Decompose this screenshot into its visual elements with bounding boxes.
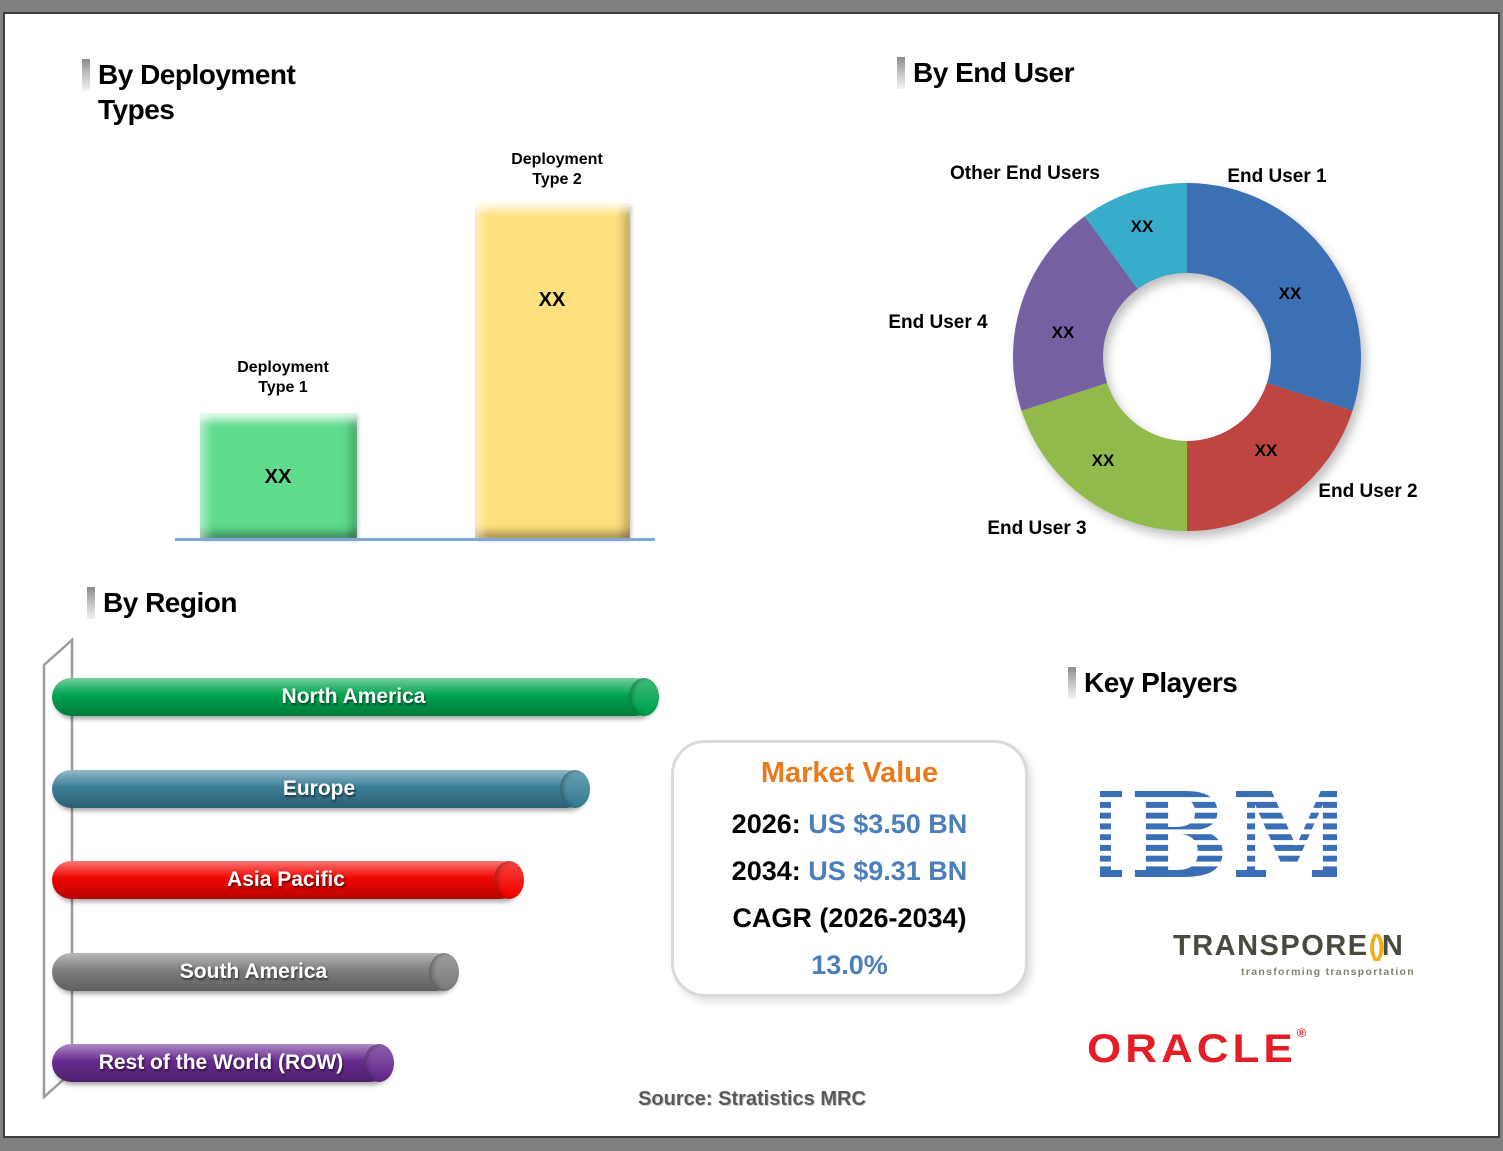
- market-value-2026-row: 2026: US $3.50 BN: [674, 801, 1025, 848]
- deployment-bar-2-value: XX: [538, 289, 566, 311]
- region-bar-europe: Europe: [52, 770, 590, 808]
- market-value-cagr-label: CAGR (2026-2034): [732, 903, 967, 933]
- transporeon-logo: TRANSPORE()N transforming transportation: [1173, 930, 1415, 978]
- market-value-2026-amount: US $3.50 BN: [808, 809, 968, 839]
- transporeon-text-right: N: [1381, 930, 1405, 962]
- region-bar-label: South America: [179, 960, 328, 983]
- transporeon-o-mark: (): [1368, 930, 1385, 962]
- transporeon-wordmark: TRANSPORE()N: [1173, 930, 1415, 963]
- heading-key-players-text: Key Players: [1084, 667, 1238, 698]
- ibm-stripe-gaps: [1100, 797, 1337, 867]
- region-bar-label: Rest of the World (ROW): [98, 1051, 344, 1074]
- heading-accent-bar: [1068, 667, 1076, 699]
- section-heading-region: By Region: [87, 585, 237, 620]
- market-value-2034-label: 2034:: [731, 856, 809, 886]
- donut-segment: [1187, 382, 1353, 531]
- heading-end-user-text: By End User: [913, 57, 1075, 88]
- oracle-wordmark: ORACLE: [1087, 1026, 1297, 1071]
- donut-segment: [1187, 183, 1361, 411]
- region-bar-rest-of-world: Rest of the World (ROW): [52, 1044, 394, 1082]
- transporeon-text-left: TRANSPORE: [1173, 930, 1369, 962]
- donut-label-end-user-3: End User 3: [987, 518, 1087, 539]
- oracle-registered-mark: ®: [1296, 1026, 1307, 1040]
- heading-region-text: By Region: [103, 587, 237, 618]
- deployment-bar-1: [200, 413, 357, 539]
- section-heading-end-user: By End User: [897, 55, 1075, 90]
- deployment-bar-2: [475, 203, 630, 539]
- donut-label-end-user-1: End User 1: [1227, 166, 1327, 187]
- deployment-bar-1-value: XX: [264, 466, 292, 488]
- region-bar-label: Asia Pacific: [227, 868, 345, 891]
- ibm-logo: IBM: [1100, 777, 1337, 880]
- region-bar-label: North America: [281, 685, 426, 708]
- donut-segment: [1013, 216, 1138, 411]
- market-value-2026-label: 2026:: [731, 809, 809, 839]
- market-value-rows: 2026: US $3.50 BN 2034: US $9.31 BN CAGR…: [674, 801, 1025, 989]
- donut-value-other-end-users: XX: [1130, 217, 1154, 236]
- source-attribution: Source: Stratistics MRC: [638, 1088, 866, 1110]
- end-user-donut-chart: [1013, 183, 1361, 531]
- market-value-cagr-value: 13.0%: [811, 950, 888, 980]
- donut-segment: [1084, 183, 1187, 290]
- bar-category-label-2: Deployment Type 2: [511, 151, 603, 188]
- donut-value-end-user-4: XX: [1051, 323, 1075, 342]
- market-value-2034-amount: US $9.31 BN: [808, 856, 968, 886]
- market-value-title: Market Value: [760, 757, 939, 789]
- section-heading-deployment: By Deployment Types: [82, 57, 322, 127]
- region-bar-north-america: North America: [52, 678, 659, 716]
- bar-chart-baseline: [175, 538, 655, 541]
- oracle-logo: ORACLE®: [1087, 1026, 1306, 1072]
- region-bar-asia-pacific: Asia Pacific: [52, 861, 524, 899]
- donut-label-other-end-users: Other End Users: [950, 163, 1100, 184]
- market-value-2034-row: 2034: US $9.31 BN: [674, 848, 1025, 895]
- heading-deployment-text: By Deployment Types: [98, 59, 296, 125]
- donut-label-end-user-2: End User 2: [1318, 481, 1418, 502]
- donut-value-end-user-3: XX: [1091, 451, 1115, 470]
- bar-category-label-1: Deployment Type 1: [237, 359, 329, 396]
- region-bar-label: Europe: [282, 777, 356, 800]
- region-bar-south-america: South America: [52, 953, 459, 991]
- donut-value-end-user-2: XX: [1254, 441, 1278, 460]
- section-heading-key-players: Key Players: [1068, 665, 1238, 700]
- donut-segment: [1021, 382, 1187, 531]
- donut-label-end-user-4: End User 4: [888, 312, 988, 333]
- heading-accent-bar: [82, 59, 90, 91]
- transporeon-tagline: transforming transportation: [1241, 966, 1415, 978]
- donut-value-end-user-1: XX: [1278, 284, 1302, 303]
- market-value-box: Market Value 2026: US $3.50 BN 2034: US …: [671, 740, 1028, 997]
- heading-accent-bar: [87, 587, 95, 619]
- heading-accent-bar: [897, 57, 905, 89]
